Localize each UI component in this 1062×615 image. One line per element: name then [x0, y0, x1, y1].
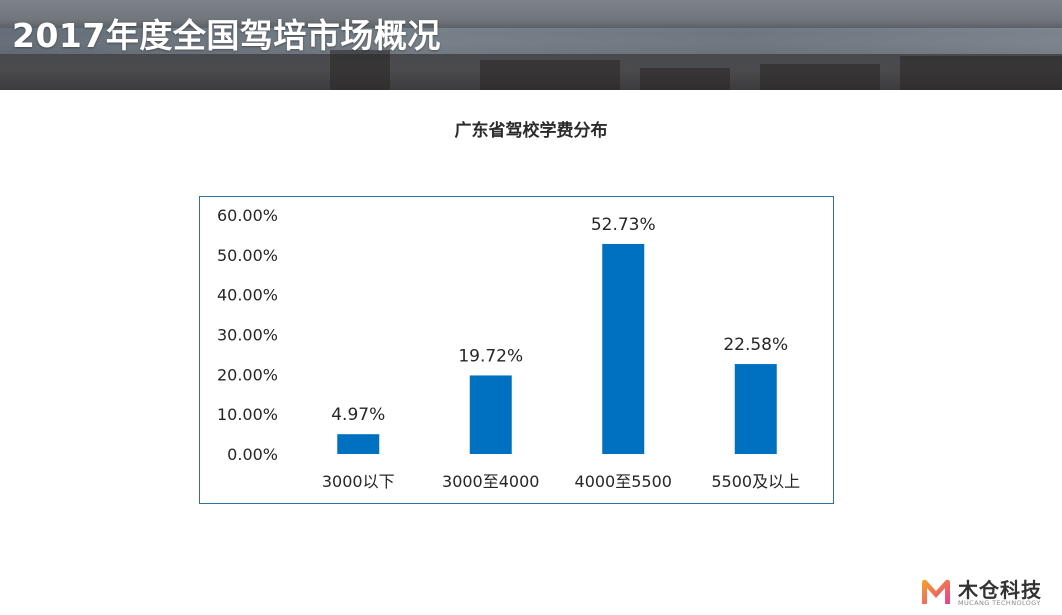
- chart-frame: [199, 196, 834, 504]
- y-tick-label: 50.00%: [217, 246, 278, 265]
- logo-m-icon: [922, 579, 950, 604]
- logo-subtitle: MUCANG TECHNOLOGY: [958, 599, 1041, 607]
- x-tick-label: 3000至4000: [442, 472, 539, 491]
- header-banner: 2017年度全国驾培市场概况: [0, 0, 1062, 90]
- header-background-building: [480, 60, 620, 90]
- header-background-building: [640, 68, 730, 90]
- data-label: 4.97%: [331, 405, 385, 425]
- data-label: 22.58%: [723, 335, 788, 355]
- x-tick-label: 3000以下: [322, 472, 395, 491]
- bar: [337, 434, 380, 454]
- logo-name: 木仓科技: [958, 578, 1042, 602]
- company-logo: 木仓科技 MUCANG TECHNOLOGY: [918, 574, 1058, 612]
- y-tick-label: 20.00%: [217, 365, 278, 384]
- page-title: 2017年度全国驾培市场概况: [12, 16, 441, 55]
- x-tick-label: 4000至5500: [575, 472, 672, 491]
- header-background-building: [760, 64, 880, 90]
- header-background-river: [0, 28, 1062, 54]
- bar: [602, 243, 645, 454]
- chart-title: 广东省驾校学费分布: [454, 121, 608, 141]
- bar: [734, 364, 777, 454]
- y-tick-label: 10.00%: [217, 405, 278, 424]
- y-tick-label: 0.00%: [227, 445, 278, 464]
- x-tick-label: 5500及以上: [711, 472, 800, 491]
- y-tick-label: 60.00%: [217, 206, 278, 225]
- y-tick-label: 30.00%: [217, 326, 278, 345]
- header-background-building: [900, 56, 1062, 90]
- data-label: 19.72%: [458, 346, 523, 366]
- header-background-building: [330, 50, 390, 90]
- bar: [469, 375, 512, 454]
- y-tick-label: 40.00%: [217, 286, 278, 305]
- data-label: 52.73%: [591, 215, 656, 235]
